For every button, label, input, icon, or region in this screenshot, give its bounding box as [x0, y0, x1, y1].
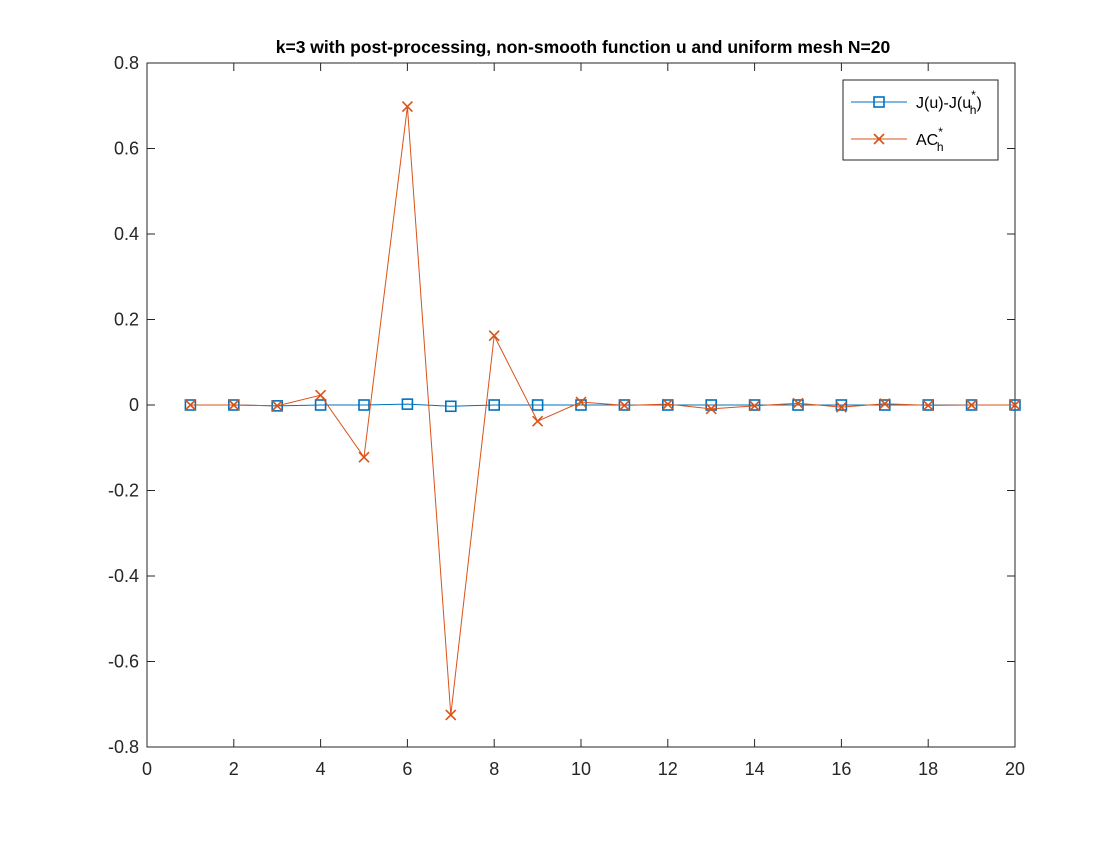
data-point [749, 400, 761, 412]
data-point [531, 399, 544, 411]
data-point [705, 399, 718, 411]
y-tick-label: -0.4 [108, 566, 139, 586]
legend-label: AC* h [916, 125, 944, 154]
legend: J(u)-J(u* h) AC* h [842, 79, 999, 161]
x-tick-label: 12 [658, 759, 678, 779]
chart-title: k=3 with post-processing, non-smooth fun… [276, 37, 891, 57]
x-tick-label: 16 [831, 759, 851, 779]
x-tick-label: 2 [229, 759, 239, 779]
x-tick-label: 6 [402, 759, 412, 779]
data-point [835, 401, 847, 413]
data-point [662, 398, 674, 410]
data-point [878, 399, 891, 411]
x-tick-label: 8 [489, 759, 499, 779]
legend-marker [873, 133, 885, 145]
x-tick-label: 18 [918, 759, 938, 779]
data-point [271, 400, 283, 412]
y-tick-label: 0 [129, 395, 139, 415]
data-point [748, 399, 761, 411]
data-point [575, 396, 587, 408]
data-point [922, 399, 934, 411]
x-tick-label: 20 [1005, 759, 1025, 779]
legend-label: J(u)-J(u* h) [916, 88, 982, 117]
data-point [488, 330, 500, 342]
data-point [401, 101, 413, 113]
legend-marker [873, 96, 885, 108]
data-point [705, 403, 717, 415]
y-tick-label: -0.6 [108, 652, 139, 672]
data-point [444, 400, 457, 413]
data-point [835, 399, 848, 411]
data-point [575, 399, 587, 411]
x-tick-label: 4 [316, 759, 326, 779]
data-point [879, 398, 891, 410]
y-tick-label: 0.6 [114, 139, 139, 159]
data-point [1009, 399, 1021, 411]
x-tick-label: 10 [571, 759, 591, 779]
data-point [314, 399, 327, 411]
series-line [190, 106, 1015, 715]
data-point [445, 709, 457, 721]
axes: 0 2 4 6 8 10 12 14 16 18 20 -0.8 -0.6 -0.4 -0.2 0 0.2 0.4… [108, 53, 1025, 779]
x-tick-label: 0 [142, 759, 152, 779]
data-point [792, 399, 804, 411]
series-1 [184, 101, 1021, 721]
y-tick-label: 0.8 [114, 53, 139, 73]
y-tick-label: 0.4 [114, 224, 139, 244]
data-point [315, 389, 327, 401]
legend-box [842, 79, 999, 161]
data-point [401, 398, 414, 410]
data-point [792, 397, 804, 409]
y-tick-label: -0.8 [108, 737, 139, 757]
data-point [184, 399, 196, 411]
data-point [532, 415, 544, 427]
data-point [228, 399, 240, 411]
data-point [358, 451, 370, 463]
data-point [488, 399, 501, 411]
data-point [358, 399, 370, 411]
y-tick-label: 0.2 [114, 310, 139, 330]
data-point [618, 399, 630, 411]
x-tick-label: 14 [745, 759, 765, 779]
legend-entry: J(u)-J(u* h) [851, 88, 982, 117]
y-tick-label: -0.2 [108, 481, 139, 501]
series-group [184, 101, 1021, 721]
data-point [966, 399, 978, 411]
legend-entry: AC* h [851, 125, 944, 154]
